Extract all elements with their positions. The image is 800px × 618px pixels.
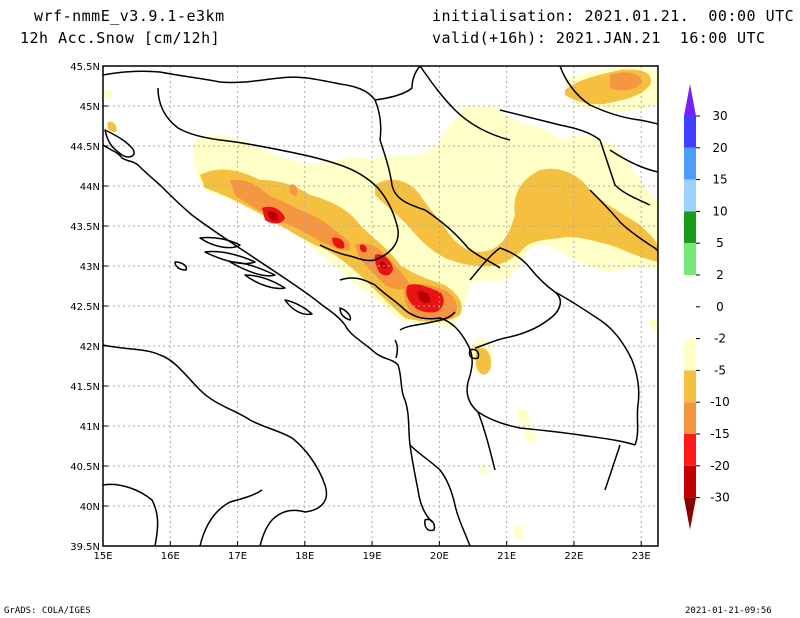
colorbar-swatch bbox=[684, 306, 696, 339]
colorbar-label: -5 bbox=[714, 363, 726, 377]
colorbar-swatch bbox=[684, 434, 696, 466]
colorbar-label: 5 bbox=[716, 236, 724, 250]
init-time: initialisation: 2021.01.21. 00:00 UTC bbox=[432, 7, 795, 25]
lat-tick-label: 40N bbox=[80, 502, 100, 513]
lon-tick-label: 15E bbox=[93, 551, 112, 562]
lon-tick-label: 17E bbox=[228, 551, 247, 562]
colorbar-label: -20 bbox=[710, 459, 730, 473]
lat-tick-label: 45.5N bbox=[70, 62, 100, 73]
colorbar-label: 20 bbox=[712, 141, 727, 155]
latitude-ticks: 45.5N 45N 44.5N 44N 43.5N 43N 42.5N 42N 41.5N 41N… bbox=[70, 62, 108, 553]
valid-time: valid(+16h): 2021.JAN.21 16:00 UTC bbox=[432, 29, 766, 47]
lon-tick-label: 21E bbox=[497, 551, 516, 562]
lat-tick-label: 43.5N bbox=[70, 222, 100, 233]
colorbar-bottom-arrow bbox=[684, 497, 696, 530]
lon-tick-label: 23E bbox=[632, 551, 651, 562]
lat-tick-label: 40.5N bbox=[70, 462, 100, 473]
model-name: wrf-nmmE_v3.9.1-e3km bbox=[34, 7, 225, 25]
lat-tick-label: 43N bbox=[80, 262, 100, 273]
snow-extreme-area bbox=[268, 211, 431, 304]
lon-tick-label: 16E bbox=[161, 551, 180, 562]
lat-tick-label: 45N bbox=[80, 102, 100, 113]
lat-tick-label: 41.5N bbox=[70, 382, 100, 393]
lat-tick-label: 42.5N bbox=[70, 302, 100, 313]
lon-tick-label: 19E bbox=[363, 551, 382, 562]
colorbar-swatch bbox=[684, 116, 696, 148]
colorbar-label: 0 bbox=[716, 300, 724, 314]
lon-tick-label: 22E bbox=[564, 551, 583, 562]
colorbar-label: 30 bbox=[712, 109, 727, 123]
map-area bbox=[103, 66, 658, 546]
footer-timestamp: 2021-01-21-09:56 bbox=[685, 606, 772, 616]
colorbar-swatch bbox=[684, 179, 696, 212]
map-gridlines bbox=[103, 66, 658, 546]
longitude-ticks: 15E 16E 17E 18E 19E 20E 21E 22E 23E bbox=[93, 541, 651, 562]
lat-tick-label: 41N bbox=[80, 422, 100, 433]
colorbar-swatch bbox=[684, 338, 696, 371]
footer-credit: GrADS: COLA/IGES bbox=[4, 606, 91, 616]
lon-tick-label: 20E bbox=[430, 551, 449, 562]
colorbar-top-arrow bbox=[684, 84, 696, 116]
colorbar-swatch bbox=[684, 402, 696, 434]
colorbar-swatch bbox=[684, 465, 696, 498]
colorbar-label: -10 bbox=[710, 395, 730, 409]
colorbar-swatch bbox=[684, 370, 696, 403]
colorbar-label: 2 bbox=[716, 268, 724, 282]
colorbar-label: -30 bbox=[710, 491, 730, 505]
colorbar-label: -15 bbox=[710, 427, 730, 441]
lat-tick-label: 44.5N bbox=[70, 142, 100, 153]
lat-tick-label: 39.5N bbox=[70, 542, 100, 553]
colorbar-swatch bbox=[684, 275, 696, 307]
colorbar-label: -2 bbox=[714, 332, 726, 346]
colorbar-label: 15 bbox=[712, 173, 727, 187]
colorbar-swatch bbox=[684, 211, 696, 244]
colorbar-label: 10 bbox=[712, 204, 727, 218]
coastline-and-borders bbox=[103, 66, 658, 546]
lat-tick-label: 42N bbox=[80, 342, 100, 353]
field-name: 12h Acc.Snow [cm/12h] bbox=[20, 29, 221, 47]
colorbar-swatch bbox=[684, 147, 696, 180]
lon-tick-label: 18E bbox=[295, 551, 314, 562]
lat-tick-label: 44N bbox=[80, 182, 100, 193]
colorbar-swatch bbox=[684, 243, 696, 275]
